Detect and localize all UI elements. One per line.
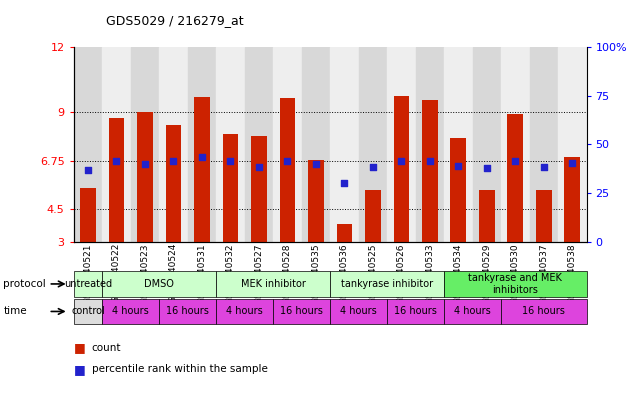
Point (453, 163, 463, 169)
Bar (415, 47, 444, 242)
Bar (565, 157, 580, 242)
Bar (108, 119, 124, 242)
Bar (558, 47, 587, 242)
Bar (165, 125, 181, 242)
Point (83, 167, 93, 174)
Bar (80, 187, 96, 242)
Point (225, 158, 235, 164)
Bar (358, 47, 387, 242)
Point (282, 158, 292, 164)
Text: ■: ■ (74, 341, 85, 354)
Text: MEK inhibitor: MEK inhibitor (241, 279, 306, 289)
Text: 4 hours: 4 hours (340, 307, 377, 316)
Bar (501, 47, 529, 242)
Bar (529, 47, 558, 242)
Bar (273, 47, 302, 242)
Point (140, 161, 150, 167)
Bar (302, 47, 330, 242)
Point (339, 180, 349, 186)
Point (254, 164, 264, 170)
Text: 16 hours: 16 hours (394, 307, 437, 316)
Bar (479, 190, 495, 242)
Bar (279, 98, 296, 242)
Text: 4 hours: 4 hours (454, 307, 491, 316)
Point (425, 158, 435, 164)
Point (481, 165, 492, 171)
Bar (536, 190, 552, 242)
Text: 16 hours: 16 hours (166, 307, 209, 316)
Text: 4 hours: 4 hours (112, 307, 149, 316)
Text: tankyrase and MEK
inhibitors: tankyrase and MEK inhibitors (469, 273, 562, 295)
Point (311, 161, 321, 167)
Text: DMSO: DMSO (144, 279, 174, 289)
Bar (308, 160, 324, 242)
Text: time: time (3, 307, 27, 316)
Bar (188, 47, 216, 242)
Bar (137, 112, 153, 242)
Bar (216, 47, 245, 242)
Bar (159, 47, 188, 242)
Text: protocol: protocol (3, 279, 46, 289)
Bar (74, 47, 102, 242)
Text: control: control (71, 307, 105, 316)
Bar (422, 100, 438, 242)
Bar (194, 97, 210, 242)
Point (169, 158, 179, 164)
Bar (387, 47, 415, 242)
Point (112, 158, 122, 164)
Point (538, 164, 549, 170)
Point (368, 164, 378, 170)
Bar (222, 134, 238, 242)
Text: 16 hours: 16 hours (522, 307, 565, 316)
Bar (102, 47, 131, 242)
Text: count: count (92, 343, 121, 353)
Bar (394, 96, 409, 242)
Text: percentile rank within the sample: percentile rank within the sample (92, 364, 267, 375)
Bar (444, 47, 472, 242)
Text: GDS5029 / 216279_at: GDS5029 / 216279_at (106, 14, 244, 27)
Bar (131, 47, 159, 242)
Text: ■: ■ (74, 363, 85, 376)
Text: 4 hours: 4 hours (226, 307, 263, 316)
Point (396, 158, 406, 164)
Text: 16 hours: 16 hours (280, 307, 323, 316)
Bar (451, 138, 466, 242)
Bar (337, 224, 352, 242)
Bar (251, 136, 267, 242)
Point (510, 158, 520, 164)
Bar (508, 114, 523, 242)
Bar (365, 190, 381, 242)
Point (567, 160, 578, 166)
Bar (245, 47, 273, 242)
Bar (472, 47, 501, 242)
Bar (330, 47, 358, 242)
Text: untreated: untreated (64, 279, 112, 289)
Point (197, 154, 207, 160)
Text: tankyrase inhibitor: tankyrase inhibitor (341, 279, 433, 289)
